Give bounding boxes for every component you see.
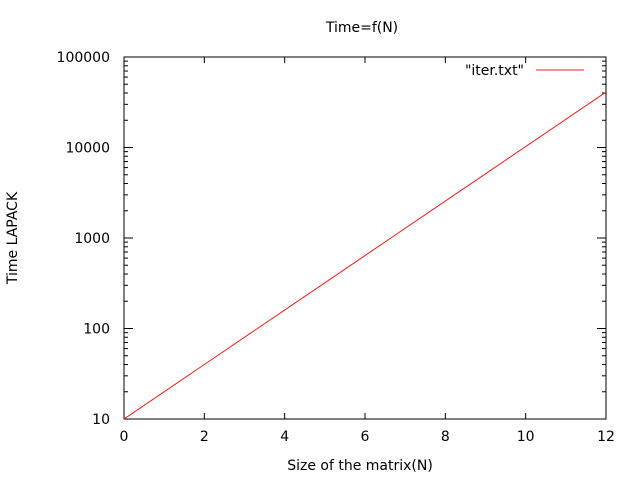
y-tick-label: 1000 — [74, 231, 110, 247]
x-axis: 0 2 4 6 8 10 12 — [120, 57, 615, 445]
y-axis: 10 100 1000 10000 100000 — [57, 50, 606, 428]
x-tick-label: 10 — [517, 429, 535, 445]
x-tick-label: 6 — [361, 429, 370, 445]
y-tick-label: 10 — [92, 412, 110, 428]
y-tick-label: 100 — [83, 322, 110, 338]
y-axis-label: Time LAPACK — [5, 191, 21, 285]
x-tick-label: 2 — [200, 429, 209, 445]
x-tick-label: 4 — [280, 429, 289, 445]
legend: "iter.txt" — [465, 63, 584, 79]
y-tick-label: 100000 — [57, 50, 110, 66]
series-layer — [123, 91, 607, 420]
y-tick-label: 10000 — [65, 141, 110, 157]
legend-label: "iter.txt" — [465, 63, 524, 79]
chart-title: Time=f(N) — [325, 20, 398, 36]
x-axis-label: Size of the matrix(N) — [287, 458, 433, 474]
x-tick-label: 12 — [597, 429, 615, 445]
series-line — [123, 91, 607, 420]
x-tick-label: 8 — [441, 429, 450, 445]
plot-frame — [123, 56, 607, 420]
x-tick-label: 0 — [120, 429, 129, 445]
